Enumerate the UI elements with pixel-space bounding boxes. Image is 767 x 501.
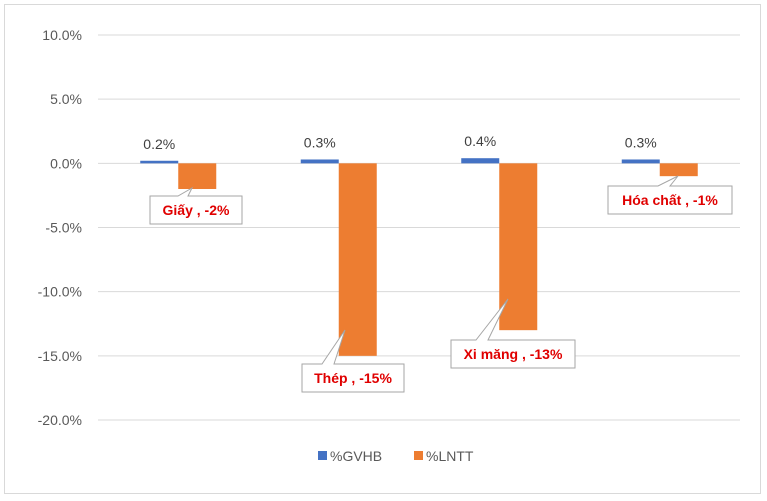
legend-item: %GVHB (318, 448, 382, 464)
callout-box (607, 175, 733, 215)
callout: Giấy , -2% (149, 186, 243, 225)
legend-label: %GVHB (330, 448, 382, 464)
y-tick-label: 0.0% (50, 155, 82, 171)
callout-box (450, 298, 576, 369)
legend-swatch (318, 451, 327, 460)
bar-lntt (338, 163, 377, 356)
callout: Thép , -15% (301, 329, 405, 393)
legend: %GVHB %LNTT (318, 448, 474, 464)
y-axis: 10.0% 5.0% 0.0% -5.0% -10.0% -15.0% -20.0% (38, 27, 82, 428)
callouts: Giấy , -2% Thép , -15% Xi măng , -13% Hóa c… (149, 175, 733, 393)
y-tick-label: -15.0% (38, 348, 82, 364)
callout-label: Giấy , -2% (163, 202, 230, 218)
callout-label: Thép , -15% (314, 370, 392, 386)
bar-lntt (659, 163, 698, 177)
y-tick-label: 5.0% (50, 91, 82, 107)
bars (140, 158, 698, 356)
data-labels: 0.2% 0.3% 0.4% 0.3% (143, 133, 656, 152)
legend-item: %LNTT (414, 448, 474, 464)
callout-label: Hóa chất , -1% (622, 192, 718, 208)
callout-box (301, 329, 405, 393)
legend-swatch (414, 451, 423, 460)
bar-gvhb (621, 159, 660, 164)
chart-frame (4, 4, 761, 494)
callout-box (149, 186, 243, 225)
bar-gvhb (461, 158, 500, 164)
y-tick-label: -5.0% (45, 220, 82, 236)
y-tick-label: -20.0% (38, 412, 82, 428)
gridlines (98, 34, 740, 421)
legend-label: %LNTT (426, 448, 474, 464)
callout: Xi măng , -13% (450, 298, 576, 369)
data-label: 0.2% (143, 136, 175, 152)
data-label: 0.3% (304, 134, 336, 150)
bar-gvhb (300, 159, 339, 164)
y-tick-label: 10.0% (42, 27, 82, 43)
data-label: 0.3% (625, 134, 657, 150)
bar-gvhb (140, 160, 179, 164)
callout-label: Xi măng , -13% (464, 346, 563, 362)
callout: Hóa chất , -1% (607, 175, 733, 215)
y-tick-label: -10.0% (38, 284, 82, 300)
data-label: 0.4% (464, 133, 496, 149)
bar-lntt (178, 163, 217, 189)
